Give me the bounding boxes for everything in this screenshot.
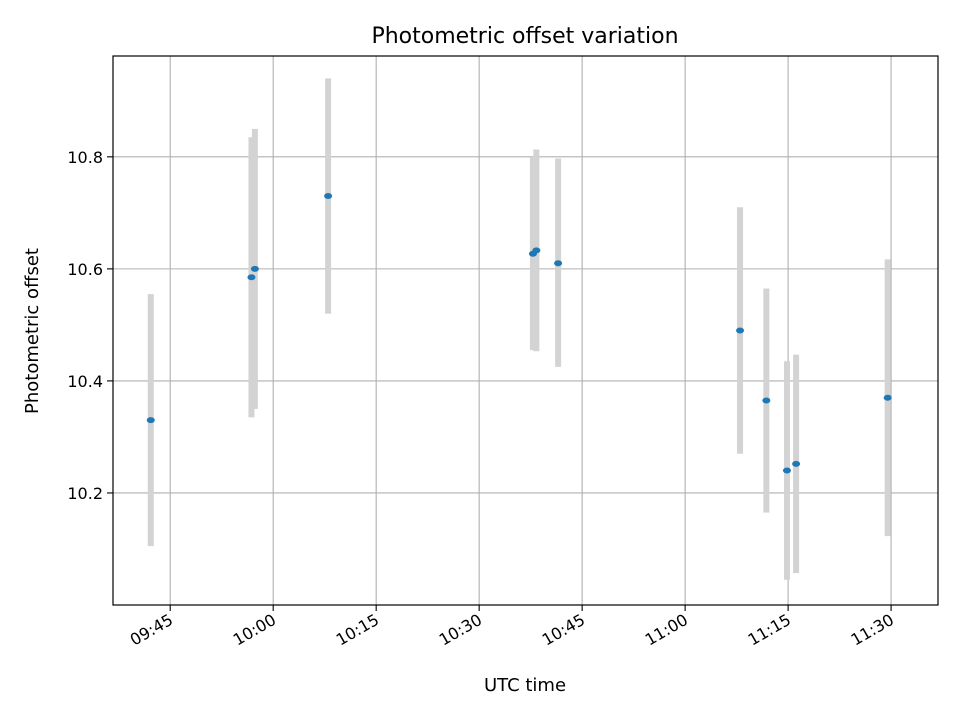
x-tick-label: 10:45 xyxy=(539,610,588,650)
data-point xyxy=(883,394,892,401)
ticks: 09:45 10:00 10:15 10:30 10:45 11:00 11:15 11:30… xyxy=(67,148,897,650)
y-tick-label: 10.2 xyxy=(67,484,103,503)
x-tick-label: 10:00 xyxy=(230,610,279,650)
x-tick-label: 11:15 xyxy=(745,610,794,650)
y-tick-label: 10.4 xyxy=(67,372,103,391)
data-point xyxy=(736,327,745,334)
data-point xyxy=(324,193,333,200)
data-point xyxy=(247,274,256,281)
x-tick-label: 10:15 xyxy=(333,610,382,650)
y-tick-label: 10.6 xyxy=(67,260,103,279)
data-point xyxy=(532,247,541,254)
y-tick-label: 10.8 xyxy=(67,148,103,167)
chart-title: Photometric offset variation xyxy=(371,24,678,49)
data-point xyxy=(250,265,259,272)
y-axis-label: Photometric offset xyxy=(22,248,43,414)
x-axis-label: UTC time xyxy=(484,675,566,696)
x-tick-label: 11:30 xyxy=(848,610,897,650)
data-point xyxy=(146,417,155,424)
x-tick-label: 10:30 xyxy=(436,610,485,650)
error-bars xyxy=(147,78,891,580)
plot-frame xyxy=(112,55,939,606)
data-point xyxy=(792,460,801,467)
data-point xyxy=(554,260,563,267)
grid xyxy=(113,56,938,605)
data-points xyxy=(146,193,892,474)
x-tick-label: 11:00 xyxy=(642,610,691,650)
data-point xyxy=(782,467,791,474)
data-point xyxy=(762,397,771,404)
x-tick-label: 09:45 xyxy=(127,610,176,650)
